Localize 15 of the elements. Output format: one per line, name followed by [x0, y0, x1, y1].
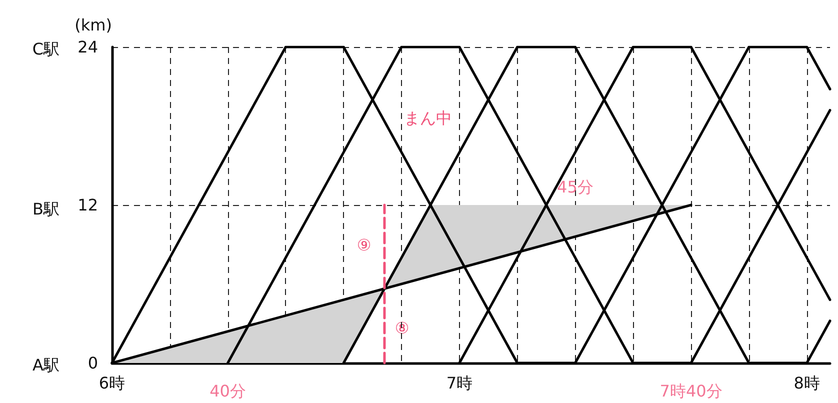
- annotation: 7時40分: [660, 382, 722, 400]
- annotation: まん中: [404, 108, 452, 128]
- y-tick-label: 12: [78, 196, 98, 214]
- x-tick-label: 6時: [98, 374, 126, 392]
- y-tick-label: 24: [78, 38, 98, 56]
- y-tick-label: 0: [88, 354, 98, 372]
- text: C駅: [32, 40, 60, 58]
- x-tick-label: 8時: [794, 374, 820, 392]
- y-axis-title: (km): [74, 16, 112, 34]
- x-tick-label: 7時: [446, 374, 473, 392]
- text: A駅: [32, 356, 60, 374]
- annotation: ⑨: [356, 236, 372, 254]
- text: B駅: [32, 200, 60, 218]
- annotation: 40分: [210, 382, 246, 400]
- annotation: 45分: [557, 178, 594, 196]
